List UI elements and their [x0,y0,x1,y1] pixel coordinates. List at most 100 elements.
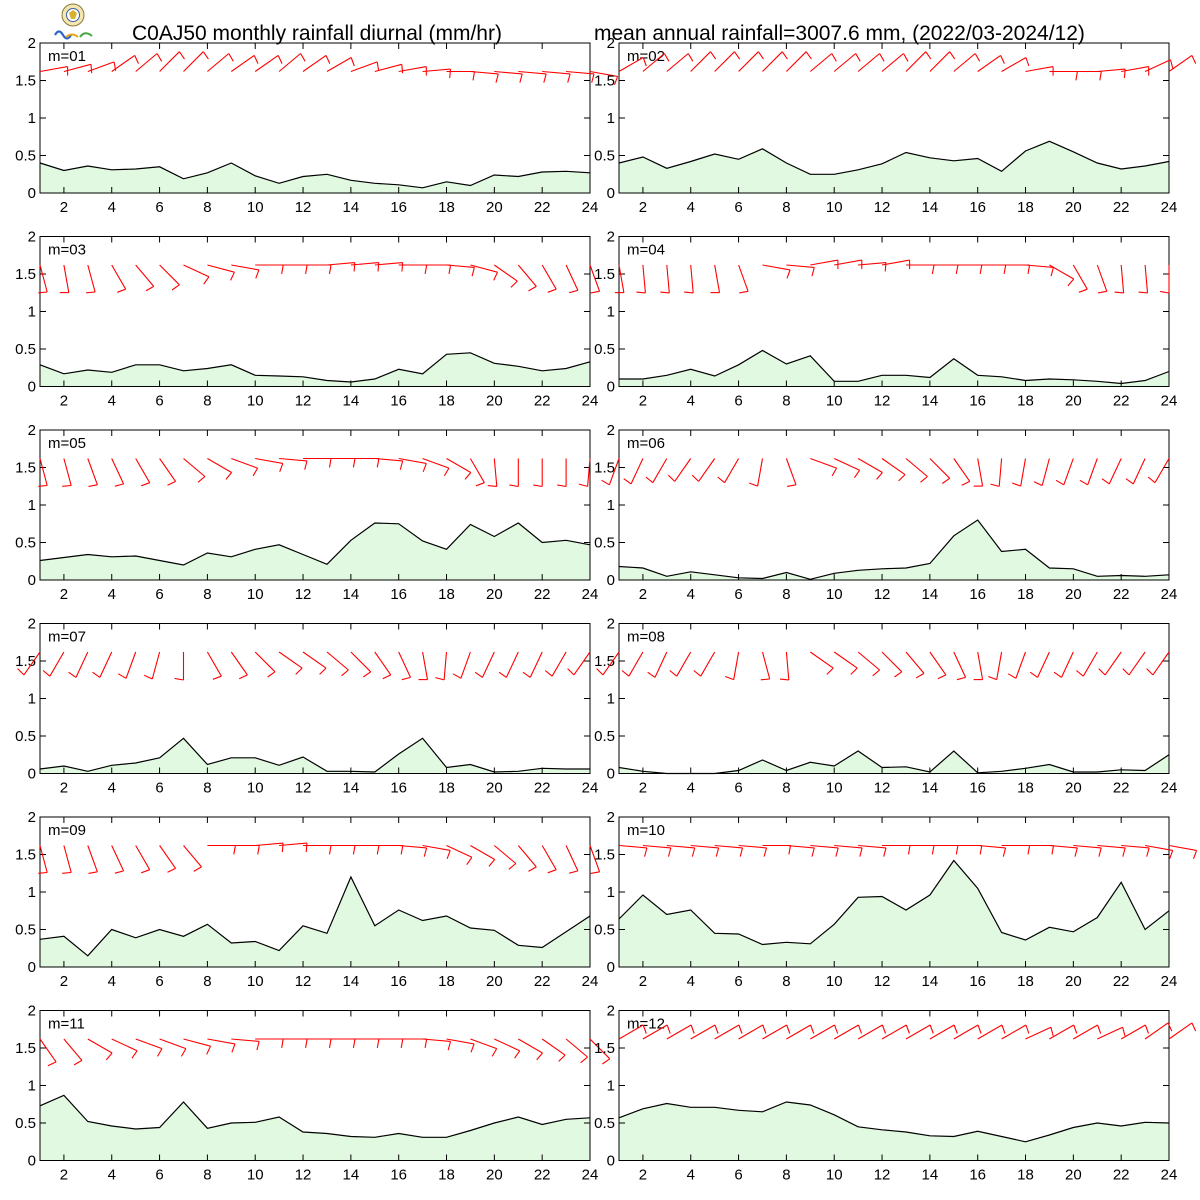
wind-barb [810,457,838,477]
x-tick-label: 12 [874,973,891,990]
x-tick-label: 24 [582,393,599,410]
wind-barb-staff [1168,1022,1193,1040]
y-tick-label: 0 [28,1153,36,1170]
wind-barb-staff [905,1024,931,1040]
wind-barb-feather [475,482,485,487]
wind-barb-staff [857,458,883,473]
wind-barb-feather [547,288,557,293]
wind-barb-staff [642,844,671,849]
x-tick-label: 18 [1017,586,1034,603]
wind-barb-staff [785,458,797,485]
wind-barb-feather [88,871,98,874]
wind-barb [857,651,880,677]
wind-barb-feather [1007,673,1017,679]
wind-barb-feather [352,458,356,468]
x-tick-label: 8 [203,199,211,216]
x-tick-label: 16 [390,199,407,216]
wind-barb [645,458,668,484]
wind-barb-staff [63,458,72,486]
wind-barb [183,51,209,72]
wind-barb-staff [834,259,862,266]
wind-barb-staff [1015,651,1027,679]
wind-barb-staff [493,845,517,864]
x-tick-label: 2 [639,199,647,216]
x-tick-label: 16 [969,780,986,797]
wind-barb-staff [75,651,89,678]
x-tick-label: 4 [687,1167,695,1184]
x-tick-label: 8 [782,780,790,797]
wind-barb [398,651,411,681]
wind-barb [809,53,837,72]
panel-label: m=05 [48,435,86,452]
wind-barb [881,259,911,270]
wind-barb-staff [1097,844,1126,849]
wind-barb [422,844,451,859]
wind-barb-staff [858,844,887,849]
wind-barb-staff [1041,458,1050,486]
wind-barb-feather [621,670,630,677]
x-tick-label: 4 [687,393,695,410]
wind-barb-feather [252,467,259,477]
wind-barb-staff [231,264,259,271]
wind-barb [1168,844,1198,859]
x-tick-label: 10 [247,780,264,797]
y-tick-label: 0 [28,572,36,589]
wind-barb-staff [39,458,48,486]
y-tick-label: 1 [607,497,615,514]
y-tick-label: 0.5 [15,728,36,745]
wind-barb-feather [171,284,180,291]
wind-barb-feather [62,484,72,487]
rainfall-line [618,859,1170,946]
wind-barb-feather [883,847,887,857]
wind-barb-feather [990,483,1000,487]
wind-barb [87,1038,113,1061]
wind-barb [636,264,646,294]
wind-barb-staff [786,51,807,72]
wind-barb-staff [565,845,579,872]
wind-barb-feather [1074,847,1078,857]
wind-barb-feather [931,845,935,855]
wind-barb-staff [541,1038,566,1056]
wind-barb [1007,651,1027,679]
wind-barb-feather [509,484,519,488]
wind-barb-feather [644,847,648,857]
wind-barb [87,845,98,874]
wind-barb-staff [87,458,98,485]
x-tick-label: 8 [782,393,790,410]
x-tick-label: 18 [1017,199,1034,216]
y-tick-label: 0 [607,959,615,976]
x-tick-label: 22 [534,780,551,797]
y-tick-label: 1 [28,1078,36,1095]
wind-barb-staff [422,68,451,73]
wind-barb [326,262,356,272]
wind-barb [303,1038,332,1048]
wind-barb-staff [618,57,644,72]
x-tick-label: 6 [155,199,163,216]
x-tick-label: 20 [1065,393,1082,410]
wind-barb-feather [1075,71,1078,81]
wind-barb [279,1038,308,1048]
wind-barb-staff [87,845,98,872]
wind-barb-staff [1001,57,1027,72]
wind-barb-feather [1027,264,1031,274]
x-tick-label: 16 [969,586,986,603]
panel-09: 00.511.522 4 6 8 10 12 14 16 18 20 22 24m=09 [15,809,601,990]
y-tick-label: 2 [28,35,36,52]
wind-barb [398,457,427,472]
wind-barb-feather [929,1024,934,1034]
wind-barb-staff [977,844,1006,849]
rainfall-area [40,738,590,774]
wind-barb [470,845,496,867]
wind-barb-staff [87,264,96,293]
wind-barb-staff [905,458,928,477]
wind-barb-staff [929,1024,955,1040]
wind-barb-staff [374,651,392,676]
wind-barb-staff [541,264,557,290]
wind-barb [111,54,139,72]
wind-barb-feather [1078,288,1088,293]
y-tick-label: 1 [607,884,615,901]
panel-06: 00.511.522 4 6 8 10 12 14 16 18 20 22 24m=06 [594,422,1177,603]
wind-barb-staff [183,458,206,477]
wind-barb [255,842,284,853]
wind-barb [87,61,117,73]
